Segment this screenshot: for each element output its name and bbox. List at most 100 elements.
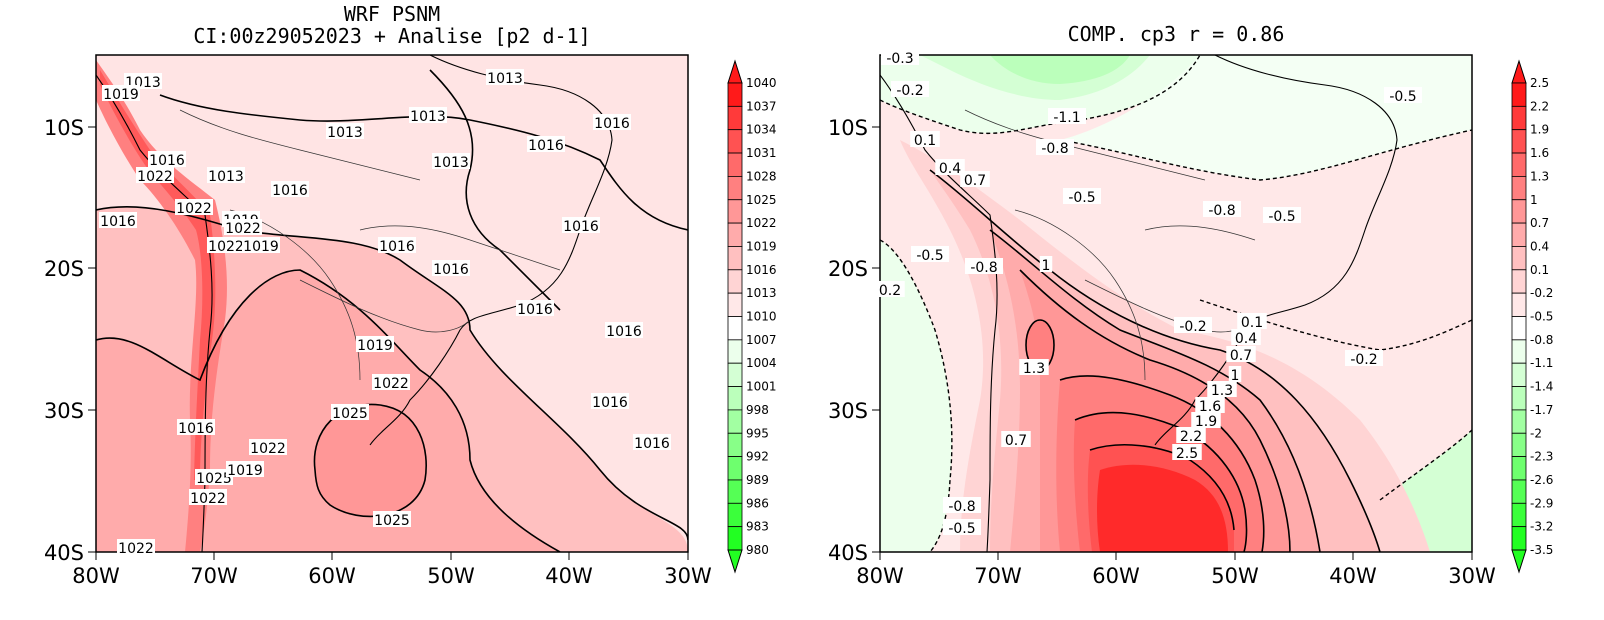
colorbar-label: 1: [1530, 193, 1538, 207]
colorbar-swatch: [1511, 246, 1527, 271]
contour-label: -0.5: [948, 521, 975, 537]
contour-label-bg: [117, 539, 155, 555]
contour-label: 0.1: [1241, 315, 1263, 331]
contour-label-bg: [175, 199, 213, 215]
contour-label-bg: [195, 469, 233, 485]
right-y-tick: 10S: [828, 116, 868, 140]
contour-label-bg: [1063, 188, 1101, 204]
contour-label: 1013: [327, 125, 363, 141]
colorbar-swatch: [1511, 292, 1527, 317]
contour-label-bg: [1036, 139, 1074, 155]
contour-label-bg: [593, 114, 631, 130]
contour-label-bg: [910, 131, 940, 147]
colorbar-swatch: [1511, 269, 1527, 294]
colorbar-label: 995: [746, 426, 769, 440]
contour-label-bg: [356, 336, 394, 352]
contour-label: -0.8: [1208, 203, 1235, 219]
contour-label-bg: [891, 81, 929, 97]
contour-label-bg: [881, 49, 919, 65]
colorbar-swatch: [727, 432, 743, 458]
colorbar-swatch: [727, 479, 743, 504]
contour-label: 1022: [137, 169, 173, 185]
contour-label: 0.7: [1230, 348, 1252, 364]
contour-label-bg: [207, 237, 245, 253]
colorbar-label: -2: [1530, 426, 1542, 440]
colorbar-swatch: [1511, 339, 1527, 364]
colorbar-label: -1.1: [1530, 356, 1553, 370]
colorbar-label: 0.1: [1530, 263, 1549, 277]
colorbar-min-arrow: [1511, 549, 1527, 574]
colorbar-swatch: [727, 129, 743, 154]
contour-label-bg: [486, 69, 524, 85]
colorbar-label: -1.4: [1530, 380, 1553, 394]
colorbar-label: 2.2: [1530, 99, 1549, 113]
contour-label-bg: [102, 85, 140, 101]
right-field: [880, 55, 1472, 552]
colorbar-swatch: [727, 386, 743, 411]
colorbar-swatch: [727, 175, 743, 201]
right-x-tick: 50W: [1211, 564, 1259, 588]
colorbar-swatch: [1511, 316, 1527, 341]
contour-label: -0.5: [1389, 89, 1416, 105]
contour-label-bg: [1019, 359, 1049, 375]
right-x-tick: 40W: [1329, 564, 1377, 588]
contour-label: -0.5: [916, 248, 943, 264]
contour-label: 1016: [379, 239, 415, 255]
colorbar-label: 1007: [746, 333, 777, 347]
colorbar-swatch: [1511, 456, 1527, 481]
contour-label: 1022: [373, 376, 409, 392]
colorbar-label: 1034: [746, 123, 777, 137]
colorbar-label: -0.5: [1530, 310, 1553, 324]
contour-label: 1016: [178, 421, 214, 437]
contour-label: 1019: [103, 87, 139, 103]
left-y-tick: 30S: [44, 399, 84, 423]
right-x-axis: 80W 70W 60W 50W 40W 30W: [856, 552, 1496, 588]
colorbar-swatch: [727, 82, 743, 107]
contour-label: 1025: [196, 471, 232, 487]
colorbar-label: 983: [746, 520, 769, 534]
colorbar-swatch: [1511, 129, 1527, 154]
contour-label-bg: [432, 260, 470, 276]
left-map: WRF PSNM CI:00z29052023 + Analise [p2 d-…: [44, 2, 777, 588]
contour-label: 0.4: [1235, 331, 1257, 347]
colorbar-label: 1022: [746, 216, 777, 230]
colorbar-max-arrow: [727, 59, 743, 84]
contour-label: 1016: [272, 183, 308, 199]
contour-label-bg: [378, 237, 416, 253]
colorbar-label: 1019: [746, 239, 777, 253]
contour-label-bg: [1207, 381, 1237, 397]
contour-label-bg: [1226, 346, 1256, 362]
contour-label: 1013: [410, 109, 446, 125]
colorbar-swatch: [1511, 222, 1527, 247]
contour-label-bg: [148, 151, 186, 167]
colorbar-label: 1025: [746, 193, 777, 207]
colorbar-swatch: [1511, 82, 1527, 107]
contour-label-bg: [1195, 397, 1225, 413]
left-y-tick: 10S: [44, 116, 84, 140]
contour-label-bg: [943, 519, 981, 535]
right-map: COMP. cp3 r = 0.86: [828, 22, 1553, 588]
contour-label: 1016: [563, 219, 599, 235]
colorbar-label: -2.3: [1530, 450, 1553, 464]
colorbar-label: 980: [746, 543, 769, 557]
colorbar-swatch: [727, 339, 743, 364]
left-y-axis: 10S 20S 30S 40S: [44, 116, 96, 565]
colorbar-swatch: [727, 152, 743, 177]
contour-label-bg: [1237, 313, 1267, 329]
colorbar-swatch: [727, 526, 743, 551]
left-x-tick: 70W: [190, 564, 238, 588]
colorbar-swatch: [1511, 105, 1527, 131]
colorbar-label: 986: [746, 496, 769, 510]
contour-label: -0.2: [896, 83, 923, 99]
colorbar-swatch: [727, 199, 743, 224]
colorbar-label: -3.2: [1530, 520, 1553, 534]
colorbar-min-arrow: [727, 549, 743, 574]
left-y-tick: 20S: [44, 257, 84, 281]
contour-label: -1.1: [1053, 110, 1080, 126]
left-x-tick: 40W: [545, 564, 593, 588]
colorbar-swatch: [727, 409, 743, 434]
colorbar-swatch: [727, 292, 743, 317]
contour-label-bg: [249, 439, 287, 455]
contour-label-bg: [432, 153, 470, 169]
